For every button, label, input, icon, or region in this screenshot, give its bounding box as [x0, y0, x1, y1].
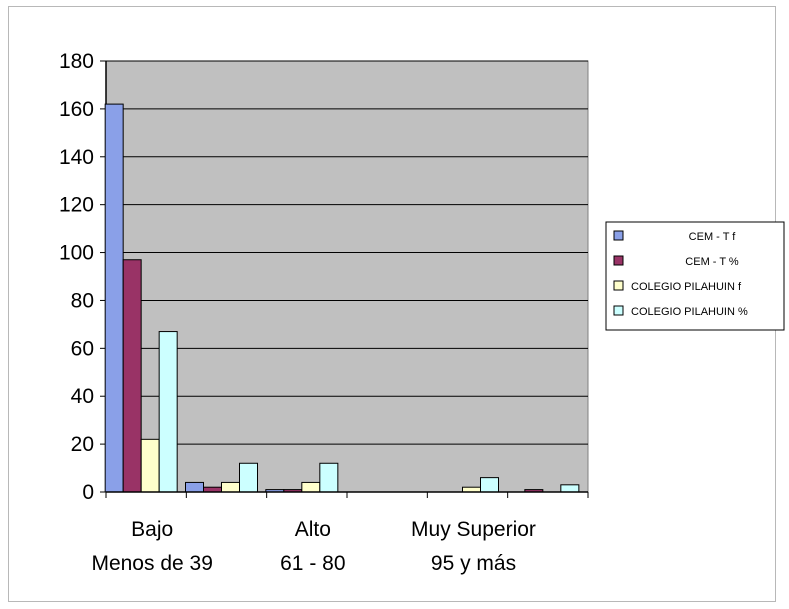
bar — [185, 481, 204, 493]
legend-swatch — [613, 305, 624, 316]
y-tick-label: 100 — [59, 242, 94, 265]
bar — [560, 484, 580, 493]
legend-swatch — [613, 280, 624, 291]
y-axis: 0 20 40 60 80 100 120 140 160 180 — [59, 50, 107, 504]
y-tick-label: 0 — [82, 481, 94, 504]
bar — [140, 438, 160, 493]
bar — [221, 481, 240, 493]
legend-swatch — [613, 230, 624, 241]
y-tick-label: 80 — [71, 289, 94, 312]
legend-label: CEM - T % — [685, 256, 739, 268]
bar — [104, 103, 124, 493]
bar — [301, 481, 321, 493]
bar — [158, 331, 178, 493]
x-axis: Bajo Menos de 39 Alto 61 - 80 Muy Superior 95… — [91, 491, 589, 575]
legend-box — [605, 221, 785, 331]
x-tick-label: Menos de 39 — [91, 552, 212, 575]
plot-area — [105, 60, 589, 493]
legend-label: CEM - T f — [689, 231, 737, 243]
bar — [480, 477, 499, 493]
x-tick-label: Bajo — [131, 518, 173, 541]
legend: CEM - T f CEM - T % COLEGIO PILAHUIN f COLE… — [605, 221, 785, 331]
legend-label: COLEGIO PILAHUIN f — [631, 281, 742, 293]
x-tick-label: Muy Superior — [411, 518, 536, 541]
bar — [122, 259, 142, 493]
legend-label: COLEGIO PILAHUIN % — [631, 306, 748, 318]
y-tick-label: 180 — [59, 50, 94, 73]
y-tick-label: 20 — [71, 433, 94, 456]
bar — [239, 462, 258, 493]
x-tick-label: 95 y más — [431, 552, 516, 575]
legend-swatch — [613, 255, 624, 266]
plot-background — [105, 60, 589, 493]
y-tick-label: 40 — [71, 385, 94, 408]
y-tick-label: 160 — [59, 98, 94, 121]
x-tick-label: 61 - 80 — [280, 552, 345, 575]
bars — [104, 103, 580, 493]
y-tick-label: 120 — [59, 194, 94, 217]
y-tick-label: 140 — [59, 146, 94, 169]
x-tick-label: Alto — [295, 518, 331, 541]
y-tick-label: 60 — [71, 337, 94, 360]
bar — [319, 462, 339, 493]
